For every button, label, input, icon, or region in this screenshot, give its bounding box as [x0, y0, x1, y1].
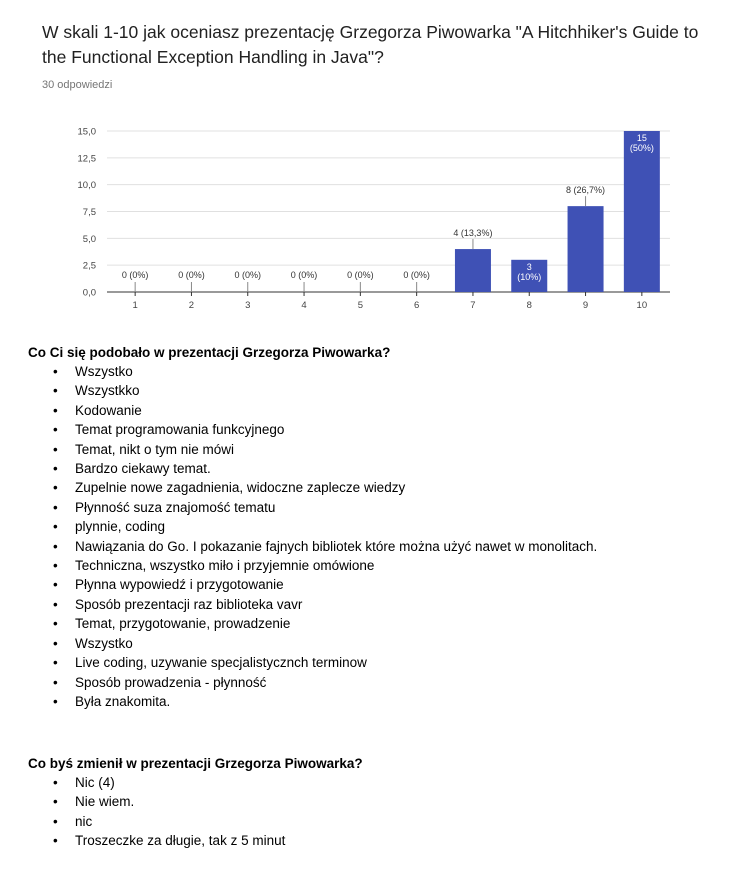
x-tick-label: 2 [189, 300, 194, 311]
data-label: 0 (0%) [291, 270, 318, 280]
list-item: Sposób prezentacji raz biblioteka vavr [53, 595, 635, 615]
likes-list: WszystkoWszystkkoKodowanieTemat programo… [28, 362, 635, 712]
bar [623, 131, 660, 292]
list-item: Kodowanie [53, 401, 635, 421]
x-tick-label: 1 [133, 300, 138, 311]
list-item: Techniczna, wszystko miło i przyjemnie o… [53, 556, 635, 576]
bar-chart: 0,0 2,5 5,0 7,5 10,0 12,5 15,0 1 0 (0%) 2 0 (0%) 3 0… [78, 127, 670, 311]
x-tick-label: 8 [527, 300, 532, 311]
data-label: 3 (10%) [517, 262, 541, 282]
likes-heading: Co Ci się podobało w prezentacji Grzegor… [28, 345, 391, 360]
list-item: Płynność suza znajomość tematu [53, 498, 635, 518]
list-item: Temat, nikt o tym nie mówi [53, 440, 635, 460]
list-item: Troszeczke za długie, tak z 5 minut [53, 831, 635, 851]
y-tick-label: 5,0 [83, 234, 96, 245]
x-tick-label: 9 [583, 300, 588, 311]
list-item: Nie wiem. [53, 792, 635, 812]
data-label: 4 (13,3%) [453, 228, 492, 238]
list-item: Temat programowania funkcyjnego [53, 420, 635, 440]
changes-heading: Co byś zmienił w prezentacji Grzegorza P… [28, 756, 363, 771]
list-item: Zupelnie nowe zagadnienia, widoczne zapl… [53, 478, 635, 498]
bar [454, 249, 491, 292]
list-item: Nic (4) [53, 773, 635, 793]
y-tick-label: 12,5 [78, 153, 97, 164]
data-label: 0 (0%) [347, 270, 374, 280]
y-tick-label: 10,0 [78, 180, 97, 191]
data-label: 8 (26,7%) [566, 185, 605, 195]
list-item: Wszystkko [53, 381, 635, 401]
list-item: Temat, przygotowanie, prowadzenie [53, 614, 635, 634]
list-item: Bardzo ciekawy temat. [53, 459, 635, 479]
x-tick-label: 6 [414, 300, 419, 311]
data-label: 0 (0%) [178, 270, 205, 280]
list-item: Sposób prowadzenia - płynność [53, 673, 635, 693]
list-item: Płynna wypowiedź i przygotowanie [53, 575, 635, 595]
list-item: Live coding, uzywanie specjalistycznch t… [53, 653, 635, 673]
data-label: 0 (0%) [403, 270, 430, 280]
list-item: Nawiązania do Go. I pokazanie fajnych bi… [53, 537, 635, 557]
y-tick-label: 15,0 [78, 127, 97, 138]
list-item: Była znakomita. [53, 692, 635, 712]
data-label: 0 (0%) [234, 270, 261, 280]
x-tick-label: 3 [245, 300, 250, 311]
x-tick-label: 5 [358, 300, 363, 311]
y-tick-label: 7,5 [83, 207, 96, 218]
data-label: 15 (50%) [630, 133, 654, 153]
list-item: nic [53, 812, 635, 832]
changes-section: Co byś zmienił w prezentacji Grzegorza P… [28, 755, 635, 851]
x-tick-label: 4 [301, 300, 306, 311]
y-tick-label: 0,0 [83, 288, 96, 299]
list-item: Wszystko [53, 634, 635, 654]
data-label: 0 (0%) [122, 270, 149, 280]
response-count: 30 odpowiedzi [42, 79, 113, 91]
bar [567, 206, 604, 292]
list-item: Wszystko [53, 362, 635, 382]
y-tick-label: 2,5 [83, 261, 96, 272]
list-item: plynnie, coding [53, 517, 635, 537]
changes-list: Nic (4)Nie wiem.nicTroszeczke za długie,… [28, 773, 635, 851]
likes-section: Co Ci się podobało w prezentacji Grzegor… [28, 344, 635, 712]
x-tick-label: 10 [637, 300, 648, 311]
x-tick-label: 7 [470, 300, 475, 311]
question-title: W skali 1-10 jak oceniasz prezentację Gr… [42, 22, 699, 67]
bar [511, 259, 548, 292]
